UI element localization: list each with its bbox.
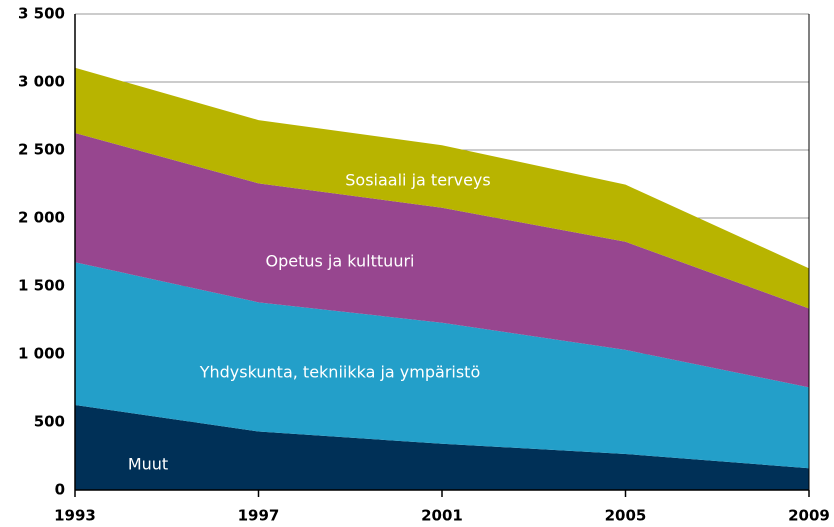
- area: [75, 405, 809, 490]
- y-tick-label: 2 500: [18, 141, 65, 159]
- y-tick-label: 2 000: [18, 209, 65, 227]
- x-tick-label: 1993: [54, 507, 96, 525]
- y-tick-label: 3 000: [18, 73, 65, 91]
- x-tick-label: 1997: [238, 507, 280, 525]
- x-tick-label: 2005: [605, 507, 647, 525]
- y-tick-label: 1 000: [18, 345, 65, 363]
- y-tick-label: 500: [34, 413, 65, 431]
- y-tick-label: 1 500: [18, 277, 65, 295]
- area-label: Sosiaali ja terveys: [345, 171, 490, 190]
- x-tick-label: 2001: [421, 507, 463, 525]
- y-tick-label: 0: [55, 481, 65, 499]
- area-label: Muut: [128, 455, 168, 474]
- area-label: Opetus ja kulttuuri: [266, 252, 415, 271]
- area-label: Yhdyskunta, tekniikka ja ympäristö: [199, 363, 481, 382]
- area: [75, 67, 809, 309]
- y-tick-label: 3 500: [18, 5, 65, 23]
- area: [75, 133, 809, 388]
- area: [75, 262, 809, 469]
- x-tick-label: 2009: [788, 507, 830, 525]
